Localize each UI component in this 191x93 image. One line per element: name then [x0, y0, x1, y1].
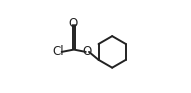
Text: O: O: [69, 17, 78, 30]
Text: O: O: [83, 45, 92, 58]
Text: Cl: Cl: [52, 45, 64, 58]
